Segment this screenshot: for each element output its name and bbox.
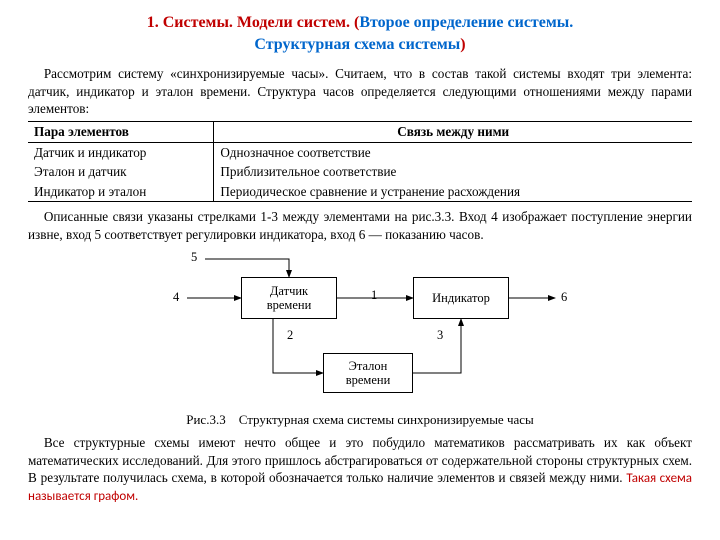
cell-rel: Приблизительное соответствие — [214, 162, 692, 181]
node-sensor: Датчик времени — [241, 277, 337, 319]
title-red-open: 1. Системы. Модели систем. ( — [147, 14, 360, 31]
cell-pair: Эталон и датчик — [28, 162, 214, 181]
edge-label-2: 2 — [287, 327, 293, 344]
table-row: Эталон и датчик Приблизительное соответс… — [28, 162, 692, 181]
cell-rel: Однозначное соответствие — [214, 142, 692, 162]
page-title: 1. Системы. Модели систем. (Второе опред… — [28, 12, 692, 55]
edge-2 — [273, 319, 323, 373]
node-etalon-label: Эталон времени — [346, 359, 391, 388]
title-red-close: ) — [460, 36, 465, 53]
cell-pair: Индикатор и эталон — [28, 182, 214, 202]
mid-paragraph: Описанные связи указаны стрелками 1-3 ме… — [28, 208, 692, 243]
edge-label-3: 3 — [437, 327, 443, 344]
outro-black: Все структурные схемы имеют нечто общее … — [28, 435, 692, 485]
edge-label-1: 1 — [371, 287, 377, 304]
figure-text: Структурная схема системы синхронизируем… — [239, 412, 534, 427]
title-blue-line1: Второе определение системы. — [359, 14, 573, 31]
table-header-rel: Связь между ними — [214, 122, 692, 142]
intro-paragraph: Рассмотрим систему «синхронизируемые час… — [28, 65, 692, 117]
table-header-pair: Пара элементов — [28, 122, 214, 142]
cell-pair: Датчик и индикатор — [28, 142, 214, 162]
edge-label-5: 5 — [191, 249, 197, 266]
node-etalon: Эталон времени — [323, 353, 413, 393]
node-indicator: Индикатор — [413, 277, 509, 319]
table-row: Датчик и индикатор Однозначное соответст… — [28, 142, 692, 162]
outro-paragraph: Все структурные схемы имеют нечто общее … — [28, 434, 692, 505]
structure-diagram: Датчик времени Индикатор Эталон времени … — [145, 249, 575, 409]
table-row: Индикатор и эталон Периодическое сравнен… — [28, 182, 692, 202]
edge-5 — [205, 259, 289, 277]
edge-label-4: 4 — [173, 289, 179, 306]
relations-table: Пара элементов Связь между ними Датчик и… — [28, 121, 692, 202]
title-blue-line2: Структурная схема системы — [254, 36, 460, 53]
cell-rel: Периодическое сравнение и устранение рас… — [214, 182, 692, 202]
node-indicator-label: Индикатор — [432, 291, 490, 305]
node-sensor-label: Датчик времени — [267, 284, 312, 313]
figure-caption: Рис.3.3 Структурная схема системы синхро… — [28, 411, 692, 428]
edge-label-6: 6 — [561, 289, 567, 306]
figure-number: Рис.3.3 — [186, 412, 225, 427]
